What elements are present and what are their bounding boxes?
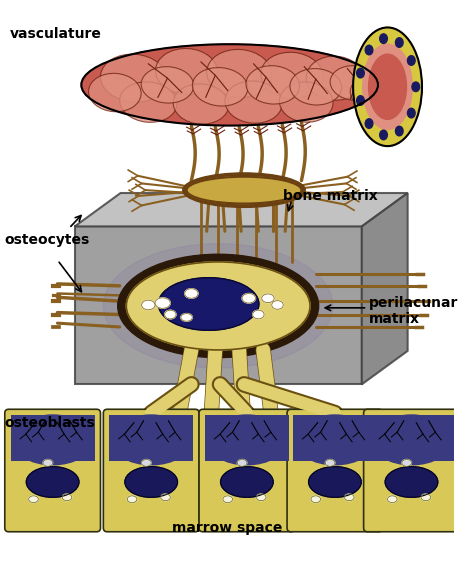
FancyBboxPatch shape (287, 409, 383, 532)
Ellipse shape (158, 277, 259, 331)
Ellipse shape (183, 173, 305, 208)
Ellipse shape (365, 119, 373, 129)
Ellipse shape (388, 496, 397, 503)
Ellipse shape (223, 496, 233, 503)
Ellipse shape (395, 126, 403, 136)
Ellipse shape (62, 494, 72, 501)
Ellipse shape (192, 68, 248, 106)
Ellipse shape (43, 460, 53, 466)
Ellipse shape (142, 460, 151, 466)
Ellipse shape (280, 82, 333, 122)
Ellipse shape (127, 496, 137, 503)
Ellipse shape (421, 494, 430, 501)
FancyBboxPatch shape (364, 409, 459, 532)
Ellipse shape (111, 415, 191, 465)
Ellipse shape (155, 298, 170, 309)
Ellipse shape (141, 67, 194, 103)
Ellipse shape (29, 496, 38, 503)
Ellipse shape (350, 75, 396, 110)
Ellipse shape (185, 289, 198, 298)
Ellipse shape (225, 81, 282, 123)
Text: perilacunar
matrix: perilacunar matrix (369, 296, 459, 326)
Polygon shape (10, 415, 95, 461)
Ellipse shape (207, 50, 272, 98)
Ellipse shape (363, 44, 412, 130)
Ellipse shape (173, 84, 228, 124)
Polygon shape (205, 415, 289, 461)
Ellipse shape (187, 177, 301, 204)
Ellipse shape (155, 49, 218, 95)
Text: vasculature: vasculature (9, 28, 101, 42)
Ellipse shape (246, 65, 300, 104)
Ellipse shape (402, 460, 411, 466)
Ellipse shape (353, 28, 422, 146)
Polygon shape (293, 415, 377, 461)
Ellipse shape (261, 52, 323, 98)
Text: osteocytes: osteocytes (5, 233, 90, 247)
Ellipse shape (306, 56, 364, 100)
Ellipse shape (365, 45, 373, 55)
Polygon shape (74, 227, 362, 385)
Ellipse shape (144, 266, 293, 346)
Ellipse shape (253, 310, 264, 319)
Ellipse shape (408, 108, 415, 118)
Ellipse shape (309, 466, 361, 497)
Ellipse shape (12, 415, 93, 465)
Text: bone matrix: bone matrix (283, 189, 378, 203)
Ellipse shape (161, 494, 170, 501)
FancyBboxPatch shape (5, 409, 100, 532)
Ellipse shape (237, 460, 247, 466)
Ellipse shape (325, 460, 335, 466)
Ellipse shape (126, 262, 310, 350)
Ellipse shape (262, 294, 274, 302)
Ellipse shape (385, 466, 438, 497)
Ellipse shape (142, 300, 155, 310)
Ellipse shape (181, 314, 192, 321)
Ellipse shape (27, 466, 79, 497)
Ellipse shape (356, 68, 364, 78)
Ellipse shape (206, 415, 287, 465)
Polygon shape (109, 415, 193, 461)
Ellipse shape (125, 466, 177, 497)
Ellipse shape (242, 293, 255, 303)
Ellipse shape (120, 82, 177, 122)
Ellipse shape (356, 96, 364, 105)
FancyBboxPatch shape (103, 409, 199, 532)
Ellipse shape (412, 82, 419, 91)
Ellipse shape (369, 54, 407, 120)
FancyBboxPatch shape (199, 409, 295, 532)
Ellipse shape (220, 466, 273, 497)
Ellipse shape (164, 310, 176, 319)
Polygon shape (74, 193, 408, 227)
Ellipse shape (100, 54, 167, 102)
Ellipse shape (294, 415, 375, 465)
Ellipse shape (118, 254, 319, 358)
Text: marrow space: marrow space (172, 521, 282, 535)
Ellipse shape (124, 255, 312, 357)
Ellipse shape (408, 56, 415, 65)
Polygon shape (369, 415, 454, 461)
Ellipse shape (82, 44, 378, 126)
Ellipse shape (256, 494, 266, 501)
Text: osteoblasts: osteoblasts (5, 416, 96, 430)
Ellipse shape (290, 69, 342, 105)
Ellipse shape (371, 415, 452, 465)
Ellipse shape (345, 494, 354, 501)
Polygon shape (362, 193, 408, 385)
Ellipse shape (380, 130, 387, 140)
Ellipse shape (330, 65, 378, 100)
Ellipse shape (311, 496, 320, 503)
Ellipse shape (395, 38, 403, 47)
Ellipse shape (272, 301, 283, 309)
Ellipse shape (380, 34, 387, 43)
Ellipse shape (103, 244, 333, 368)
Ellipse shape (89, 73, 141, 112)
